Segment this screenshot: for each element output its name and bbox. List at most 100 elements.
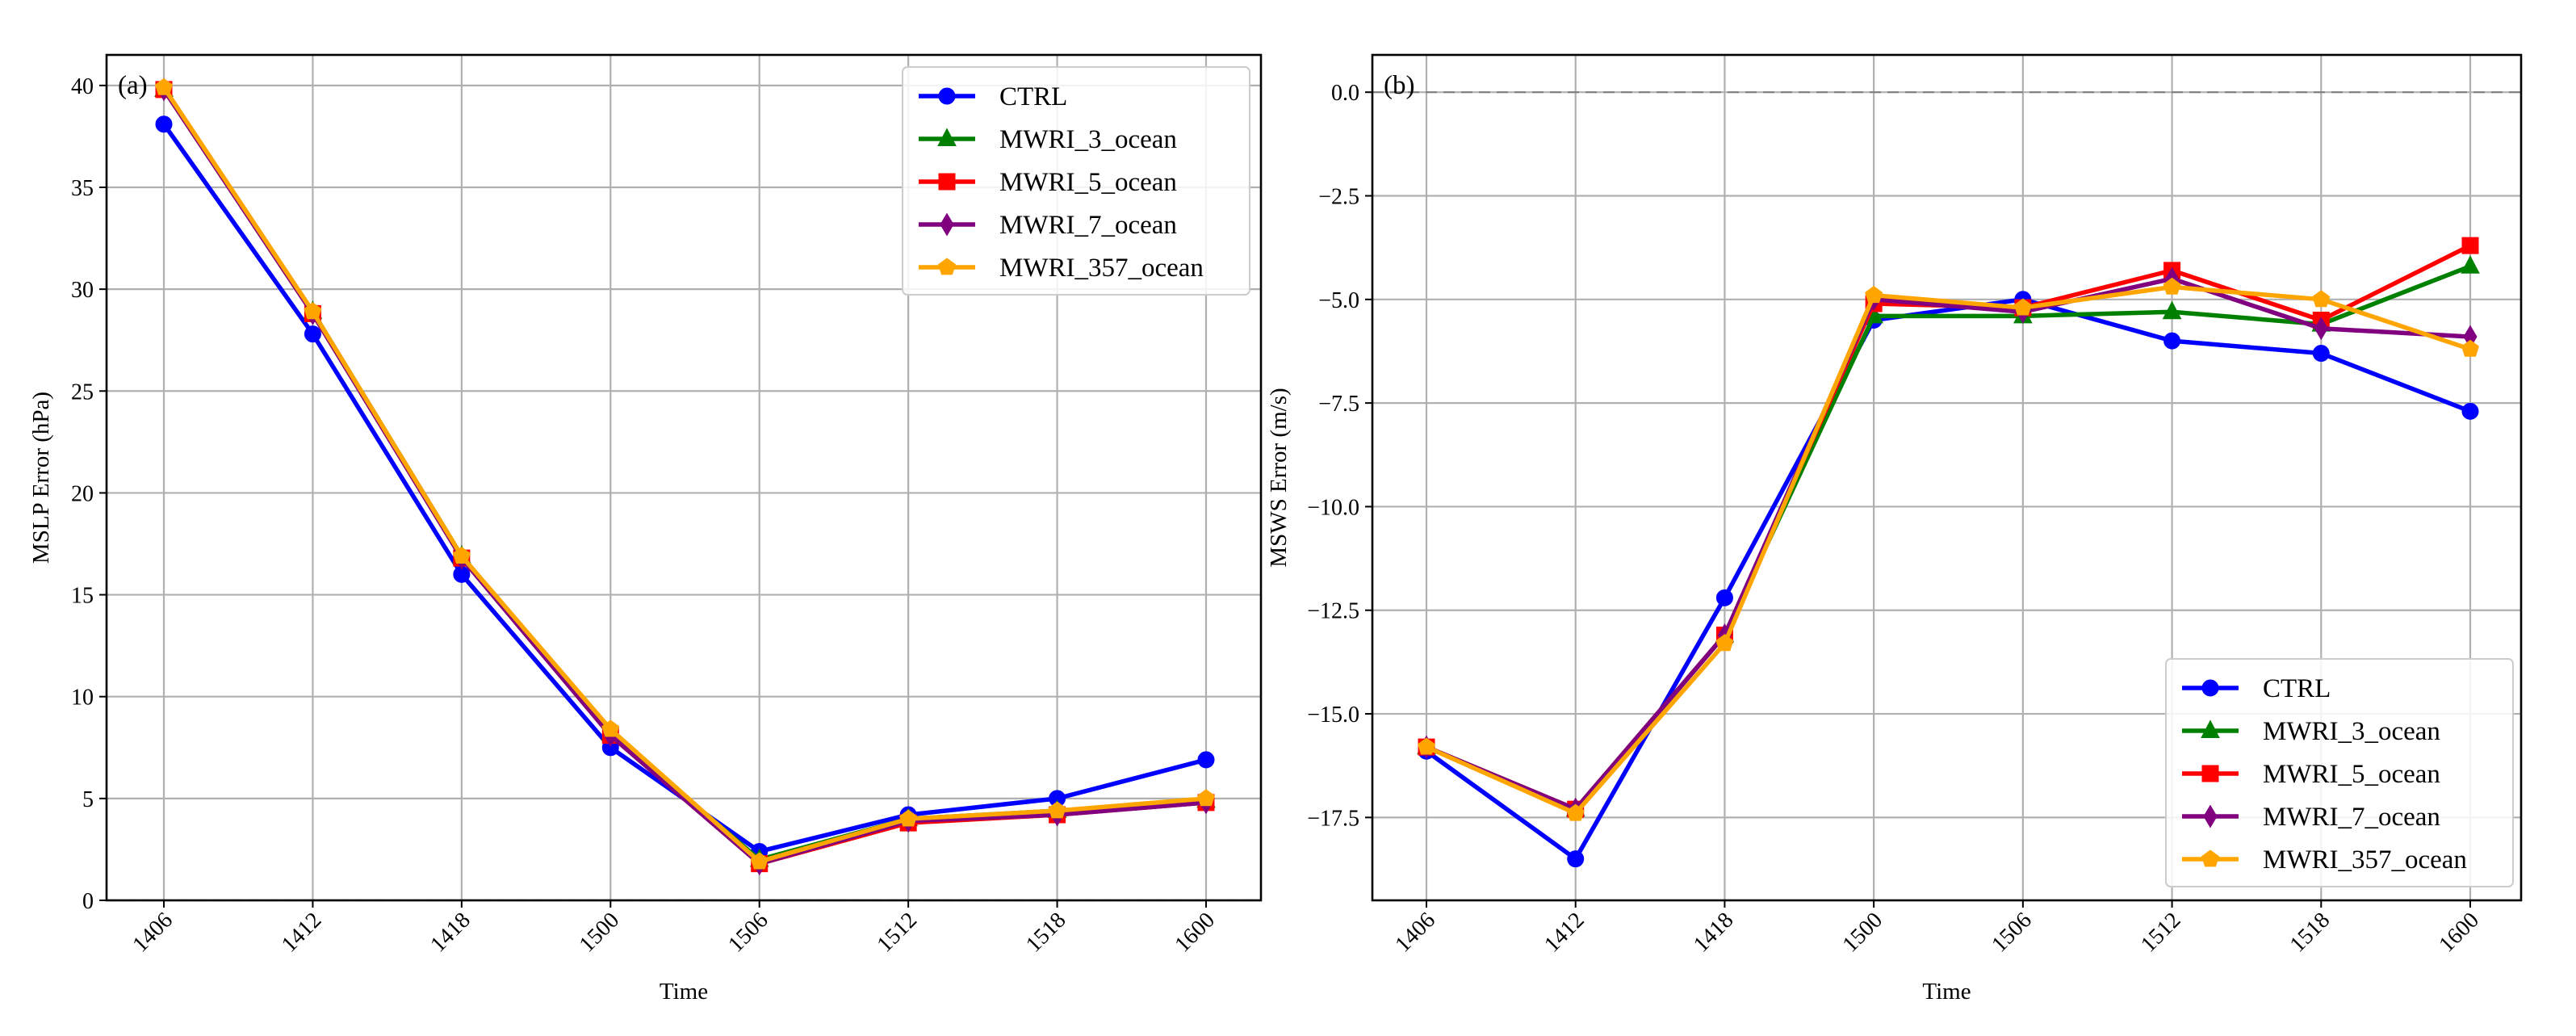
data-point [1196, 789, 1216, 807]
data-point [750, 852, 769, 870]
legend: CTRL MWRI_3_ocean MWRI_5_ocean MWRI_7_ocean… [902, 66, 1250, 296]
series-line [1425, 297, 2471, 862]
y-tick-label: 35 [71, 176, 94, 201]
legend-item: MWRI_5_ocean [2182, 760, 2440, 789]
y-tick-label: −5.0 [1318, 288, 1359, 313]
x-tick-label: 1506 [1987, 908, 2037, 958]
panel-a-chart: 0 5 10 15 20 25 30 35 40 1406 1412 1418 1500 1506 1512… [28, 53, 1263, 1005]
y-tick-label: 0 [82, 889, 94, 914]
x-tick-label: 1600 [2434, 908, 2484, 958]
x-tick-label: 1406 [1390, 908, 1440, 958]
legend-label: CTRL [999, 82, 1067, 111]
legend-label: MWRI_5_ocean [2263, 760, 2440, 789]
legend-item: CTRL [2182, 674, 2331, 703]
legend-swatch-marker [2201, 719, 2220, 738]
y-tick-label: 15 [71, 584, 94, 609]
data-point [2461, 339, 2480, 357]
legend-item: MWRI_357_ocean [2182, 845, 2467, 875]
data-point [1715, 589, 1733, 606]
data-point [2162, 300, 2182, 320]
y-tick-label: −7.5 [1318, 392, 1359, 417]
y-tick-label: −2.5 [1318, 185, 1359, 210]
legend-box [902, 66, 1250, 296]
data-point [2163, 277, 2181, 295]
y-tick-label: −10.0 [1307, 495, 1359, 520]
y-axis-label: MSWS Error (m/s) [1266, 388, 1292, 567]
data-point [1865, 286, 1883, 304]
data-point [155, 115, 173, 133]
data-point [1566, 803, 1585, 821]
x-tick-label: 1500 [575, 908, 625, 958]
x-tick-label: 1418 [1689, 908, 1739, 958]
plot-frame [105, 53, 1263, 902]
legend-label: MWRI_7_ocean [999, 211, 1177, 240]
series-line [1425, 276, 2471, 812]
data-point [2163, 332, 2181, 350]
legend-label: MWRI_3_ocean [999, 125, 1177, 154]
data-point [2461, 237, 2479, 254]
legend-swatch-marker [938, 87, 956, 105]
legend-box [2165, 658, 2514, 887]
data-point [2314, 317, 2328, 341]
legend-label: MWRI_3_ocean [2263, 717, 2440, 746]
data-point [1197, 751, 1215, 769]
y-tick-label: −15.0 [1307, 703, 1359, 728]
data-point [1715, 634, 1734, 652]
data-point [1567, 850, 1585, 868]
series-line [1425, 284, 2471, 816]
legend-label: MWRI_357_ocean [999, 254, 1204, 283]
y-tick-label: 25 [71, 380, 94, 405]
legend-label: CTRL [2263, 674, 2331, 703]
legend: CTRL MWRI_3_ocean MWRI_5_ocean MWRI_7_ocean… [2165, 658, 2514, 887]
series-mwri-357-ocean [154, 78, 1216, 870]
legend-label: MWRI_5_ocean [999, 168, 1177, 197]
legend-label: MWRI_7_ocean [2263, 803, 2440, 832]
data-point [899, 809, 918, 827]
panel-tag: (a) [118, 71, 148, 100]
x-tick-label: 1500 [1838, 908, 1888, 958]
legend-item: MWRI_5_ocean [919, 168, 1177, 197]
series-mwri-357-ocean [1417, 277, 2480, 821]
data-point [2312, 345, 2330, 363]
data-point [154, 78, 174, 95]
y-tick-label: −12.5 [1307, 599, 1359, 624]
legend-swatch-marker [2201, 765, 2219, 782]
legend-item: MWRI_7_ocean [919, 211, 1177, 240]
legend-swatch-marker [2201, 849, 2220, 867]
data-point [1417, 737, 1436, 755]
x-tick-label: 1512 [2136, 908, 2186, 958]
data-point [2013, 298, 2032, 316]
legend-swatch-marker [938, 173, 956, 191]
y-tick-label: −17.5 [1307, 806, 1359, 831]
data-point [1048, 801, 1066, 819]
legend-item: MWRI_3_ocean [919, 125, 1177, 154]
legend-item: MWRI_3_ocean [2182, 717, 2440, 746]
x-tick-label: 1518 [2285, 908, 2335, 958]
x-tick-label: 1512 [873, 908, 923, 958]
legend-swatch-marker [937, 128, 957, 146]
plot-frame [1371, 53, 2523, 902]
legend-label: MWRI_357_ocean [2263, 845, 2467, 875]
data-point [304, 302, 322, 320]
legend-swatch-marker [937, 258, 957, 275]
legend-swatch-marker [2201, 679, 2219, 697]
x-tick-label: 1406 [128, 908, 178, 958]
y-tick-label: 10 [71, 686, 94, 711]
panel-b-chart: 0.0 −2.5 −5.0 −7.5 −10.0 −12.5 −15.0 −17.5 1406 1… [1266, 53, 2523, 1005]
x-tick-label: 1518 [1021, 908, 1071, 958]
legend-item: MWRI_7_ocean [2182, 803, 2440, 832]
y-tick-label: 5 [82, 787, 94, 812]
data-point [2461, 255, 2480, 274]
y-tick-label: 20 [71, 481, 94, 506]
y-tick-label: 30 [71, 278, 94, 303]
legend-item: CTRL [919, 82, 1067, 111]
x-tick-label: 1418 [425, 908, 475, 958]
data-point [304, 325, 321, 343]
y-tick-label: 0.0 [1331, 81, 1359, 106]
panel-tag: (b) [1384, 71, 1414, 100]
data-point [2461, 402, 2479, 420]
x-axis-label: Time [1922, 979, 1971, 1005]
x-tick-label: 1600 [1170, 908, 1220, 958]
data-point [601, 719, 620, 737]
x-tick-label: 1412 [1539, 908, 1590, 958]
